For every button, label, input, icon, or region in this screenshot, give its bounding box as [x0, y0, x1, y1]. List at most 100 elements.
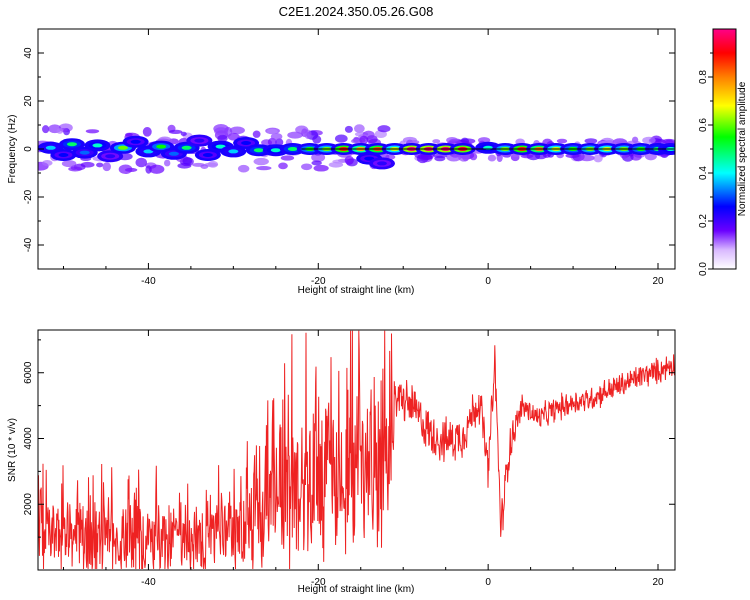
spectral-halo	[252, 130, 261, 138]
spectrogram-axes: -40 -20 0 20 -40 -20 0 20 40	[23, 28, 675, 287]
spectral-halo	[334, 134, 348, 143]
spectral-halo	[237, 164, 250, 173]
colorbar-label: Normalized spectral amplitude	[737, 81, 748, 216]
spectral-halo	[253, 157, 269, 166]
spectrogram-ytick-label: -20	[23, 189, 34, 204]
spectrogram-xtick-label: -20	[311, 276, 326, 287]
spectrogram-ytick-label: 40	[23, 47, 34, 59]
spectral-halo	[207, 160, 219, 168]
snr-xtick-label: 20	[652, 577, 664, 588]
cluster-core	[168, 151, 179, 156]
spectrogram-panel: -40 -20 0 20 -40 -20 0 20 40 Height of straight …	[7, 28, 676, 296]
spectral-halo	[556, 138, 568, 144]
cluster-core	[181, 145, 192, 150]
spectral-cluster	[186, 134, 213, 147]
cluster-core	[287, 147, 298, 151]
spectral-halo	[163, 159, 171, 167]
snr-xtick-label: 0	[485, 577, 491, 588]
spectral-halo	[584, 138, 598, 144]
spectrogram-ytick-label: -40	[23, 237, 34, 252]
spectral-halo	[229, 126, 245, 135]
cluster-core	[58, 153, 69, 157]
cluster-core	[79, 150, 90, 155]
spectral-halo	[418, 154, 434, 161]
snr-ytick-label: 4000	[23, 427, 34, 450]
cluster-core	[105, 154, 116, 159]
spectral-halo	[280, 155, 295, 161]
cluster-core	[376, 161, 387, 166]
colorbar: 0.0 0.2 0.4 0.6 0.8 Normalized spectral ampl…	[698, 28, 748, 276]
spectrogram-xlabel: Height of straight line (km)	[298, 285, 415, 296]
spectral-halo	[446, 152, 462, 162]
spectral-halo	[661, 138, 675, 144]
cluster-core	[143, 149, 154, 154]
snr-xtick-label: -40	[141, 577, 156, 588]
spectral-halo	[313, 164, 329, 172]
spectrogram-ytick-label: 0	[23, 146, 34, 152]
snr-marks	[38, 330, 675, 570]
spectral-halo	[579, 154, 595, 162]
colorbar-tick-label: 0.2	[698, 214, 709, 228]
spectral-halo	[168, 129, 183, 134]
spectral-halo	[311, 160, 322, 166]
cluster-core	[130, 139, 141, 144]
spectral-halo	[214, 127, 229, 136]
spectral-halo	[377, 125, 391, 133]
chart-title: C2E1.2024.350.05.26.G08	[279, 4, 434, 19]
snr-ytick-label: 6000	[23, 361, 34, 384]
spectral-halo	[354, 124, 365, 133]
spectral-cluster	[58, 138, 85, 151]
spectral-cluster	[220, 145, 247, 158]
spectrogram-ytick-label: 20	[23, 95, 34, 107]
cluster-core	[228, 149, 239, 154]
cluster-core	[92, 143, 103, 148]
cluster-core	[117, 145, 128, 150]
colorbar-tick-label: 0.0	[698, 262, 709, 276]
cluster-core	[270, 148, 281, 153]
spectral-halo	[469, 152, 478, 161]
spectral-cluster	[368, 157, 395, 170]
spectrogram-xtick-label: -40	[141, 276, 156, 287]
spectral-halo	[182, 157, 193, 165]
colorbar-ticks: 0.0 0.2 0.4 0.6 0.8	[698, 52, 713, 276]
spectral-halo	[593, 154, 603, 163]
cluster-core	[241, 141, 252, 145]
spectral-halo	[432, 139, 441, 144]
spectral-cluster	[194, 149, 221, 161]
spectral-halo	[311, 152, 326, 163]
spectrogram-marks	[38, 29, 675, 269]
colorbar-tick-label: 0.8	[698, 70, 709, 84]
snr-xtick-label: -20	[311, 577, 326, 588]
spectral-halo	[42, 125, 50, 134]
spectral-cluster	[122, 135, 149, 148]
spectral-halo	[135, 157, 148, 168]
cluster-core	[202, 153, 213, 157]
spectral-halo	[487, 154, 497, 162]
spectral-halo	[61, 160, 77, 168]
spectral-halo	[217, 134, 228, 143]
spectral-halo	[41, 159, 53, 167]
cluster-core	[253, 148, 264, 153]
spectral-halo	[142, 126, 152, 137]
spectral-halo	[278, 162, 288, 170]
snr-panel: -40 -20 0 20 2000 4000 6000 Height of straight…	[7, 329, 676, 595]
spectrogram-ylabel: Frequency (Hz)	[7, 115, 18, 184]
spectral-halo	[359, 135, 369, 145]
cluster-core	[45, 145, 56, 150]
cluster-core	[215, 144, 226, 149]
spectral-halo	[85, 129, 100, 134]
spectral-halo	[332, 159, 346, 164]
snr-xlabel: Height of straight line (km)	[298, 584, 415, 595]
cluster-core	[156, 144, 167, 149]
spectral-halo	[96, 162, 104, 168]
spectral-halo	[301, 163, 313, 171]
spectral-halo	[295, 125, 309, 135]
spectral-halo	[344, 155, 354, 165]
colorbar-tick-label: 0.6	[698, 118, 709, 132]
spectral-halo	[149, 164, 165, 174]
colorbar-tick-label: 0.4	[698, 166, 709, 180]
spectral-halo	[344, 125, 353, 133]
cluster-core	[66, 142, 77, 147]
spectral-halo	[102, 162, 111, 172]
spectral-halo	[118, 164, 133, 175]
